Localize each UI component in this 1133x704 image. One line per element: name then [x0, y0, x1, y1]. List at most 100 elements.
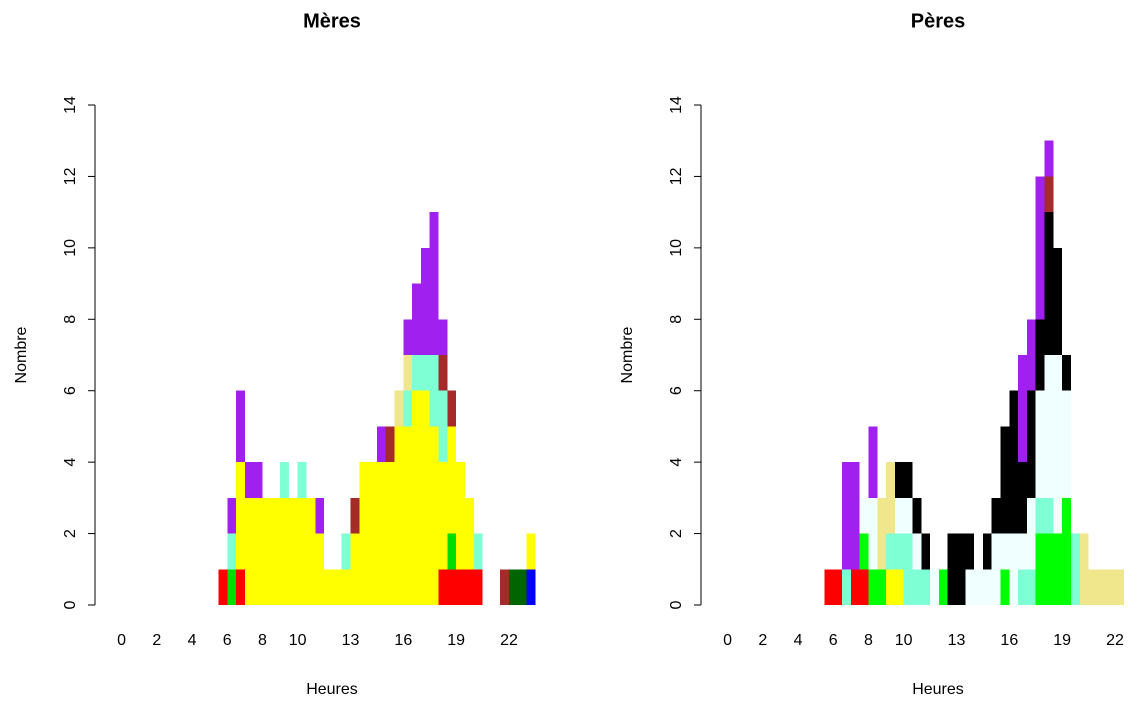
- bar-segment: [218, 569, 228, 605]
- bar-segment: [394, 426, 404, 605]
- bar-segment: [227, 497, 237, 534]
- bar-segment: [1062, 497, 1071, 605]
- bar-segment: [912, 569, 922, 605]
- bar-segment: [974, 569, 983, 605]
- bar-segment: [1000, 569, 1010, 605]
- chart-title: Pères: [911, 10, 966, 32]
- bar-segment: [341, 533, 351, 570]
- bar-segment: [350, 533, 360, 605]
- bar-segment: [508, 569, 518, 605]
- bar-segment: [244, 497, 254, 605]
- bar-segment: [227, 569, 237, 605]
- bar-segment: [1106, 569, 1115, 605]
- x-tick-label: 8: [258, 632, 267, 649]
- x-tick-label: 4: [794, 632, 803, 649]
- x-tick-label: 10: [289, 632, 307, 649]
- bar-segment: [921, 569, 931, 605]
- x-tick-label: 8: [864, 632, 873, 649]
- bar-segment: [473, 569, 483, 605]
- bar-segment: [894, 462, 904, 498]
- bar-segment: [420, 247, 430, 355]
- bar-segment: [982, 569, 992, 605]
- bar-segment: [280, 462, 289, 498]
- bar-segment: [1026, 569, 1036, 605]
- bar-segment: [412, 355, 421, 391]
- bar-segment: [859, 533, 869, 570]
- bar-segment: [464, 569, 474, 605]
- y-tick-label: 14: [62, 96, 79, 114]
- bar-segment: [1114, 569, 1124, 605]
- bar-segment: [227, 533, 237, 570]
- x-tick-label: 19: [447, 632, 465, 649]
- bar-segment: [903, 497, 913, 534]
- bar-segment: [403, 390, 413, 427]
- bar-segment: [912, 497, 922, 534]
- bar-segment: [1000, 533, 1010, 570]
- bar-segment: [271, 497, 281, 605]
- y-tick-label: 12: [62, 167, 79, 185]
- bar-segment: [1026, 497, 1036, 570]
- bar-segment: [886, 462, 895, 534]
- bar-segment: [1044, 176, 1054, 213]
- bar-segment: [921, 533, 931, 570]
- bar-segment: [859, 497, 869, 534]
- bar-segment: [236, 390, 245, 463]
- bar-segment: [1035, 390, 1045, 498]
- bar-segment: [306, 497, 316, 605]
- bar-segment: [280, 497, 289, 605]
- bar-segment: [903, 533, 913, 605]
- bar-segment: [1018, 462, 1027, 534]
- y-tick-label: 0: [668, 600, 685, 609]
- bar-segment: [894, 497, 904, 534]
- bar-segment: [991, 533, 1001, 605]
- bar-segment: [850, 462, 860, 570]
- bar-segment: [1026, 390, 1036, 498]
- bar-segment: [447, 533, 457, 570]
- y-tick-label: 12: [668, 167, 685, 185]
- chart-title: Mères: [303, 10, 361, 32]
- bar-segment: [1044, 140, 1054, 177]
- x-tick-label: 2: [758, 632, 767, 649]
- bar-segment: [1097, 569, 1107, 605]
- bar-segment: [1053, 355, 1063, 534]
- bar-segment: [842, 569, 851, 605]
- bar-segment: [1000, 426, 1010, 534]
- x-tick-label: 10: [895, 632, 913, 649]
- x-tick-label: 19: [1053, 632, 1071, 649]
- bar-segment: [526, 533, 536, 570]
- bar-segment: [236, 569, 245, 605]
- x-axis-title: Heures: [912, 681, 964, 698]
- bar-segment: [1018, 533, 1027, 570]
- bar-segment: [438, 569, 448, 605]
- bar-segment: [965, 533, 975, 570]
- panel: Mères Heures Nombre 0 2 4 6 8 10 12 14 0 2 4 6 8 10 13 16 1…: [13, 10, 536, 698]
- bar-segment: [315, 497, 325, 534]
- bar-segment: [438, 319, 448, 355]
- y-tick-label: 8: [668, 315, 685, 324]
- y-tick-label: 2: [668, 529, 685, 538]
- x-tick-label: 16: [394, 632, 412, 649]
- bar-segment: [894, 533, 904, 570]
- bar-segment: [429, 355, 439, 427]
- bar-segment: [376, 426, 386, 463]
- y-axis-title: Nombre: [619, 326, 636, 383]
- bar-segment: [930, 569, 939, 605]
- bar-segment: [412, 283, 421, 355]
- bar-segment: [394, 390, 404, 427]
- bar-segment: [500, 569, 509, 605]
- bar-segment: [385, 462, 395, 605]
- x-tick-label: 0: [117, 632, 126, 649]
- bar-segment: [324, 569, 333, 605]
- bar-segment: [456, 462, 465, 570]
- bar-segment: [262, 497, 272, 605]
- bar-segment: [288, 497, 298, 605]
- bar-segment: [912, 533, 922, 570]
- x-tick-label: 6: [223, 632, 232, 649]
- bar-segment: [824, 569, 834, 605]
- y-tick-label: 8: [62, 315, 79, 324]
- x-tick-label: 6: [829, 632, 838, 649]
- bar-segment: [886, 533, 895, 570]
- bar-segment: [517, 569, 527, 605]
- bar-segment: [385, 426, 395, 463]
